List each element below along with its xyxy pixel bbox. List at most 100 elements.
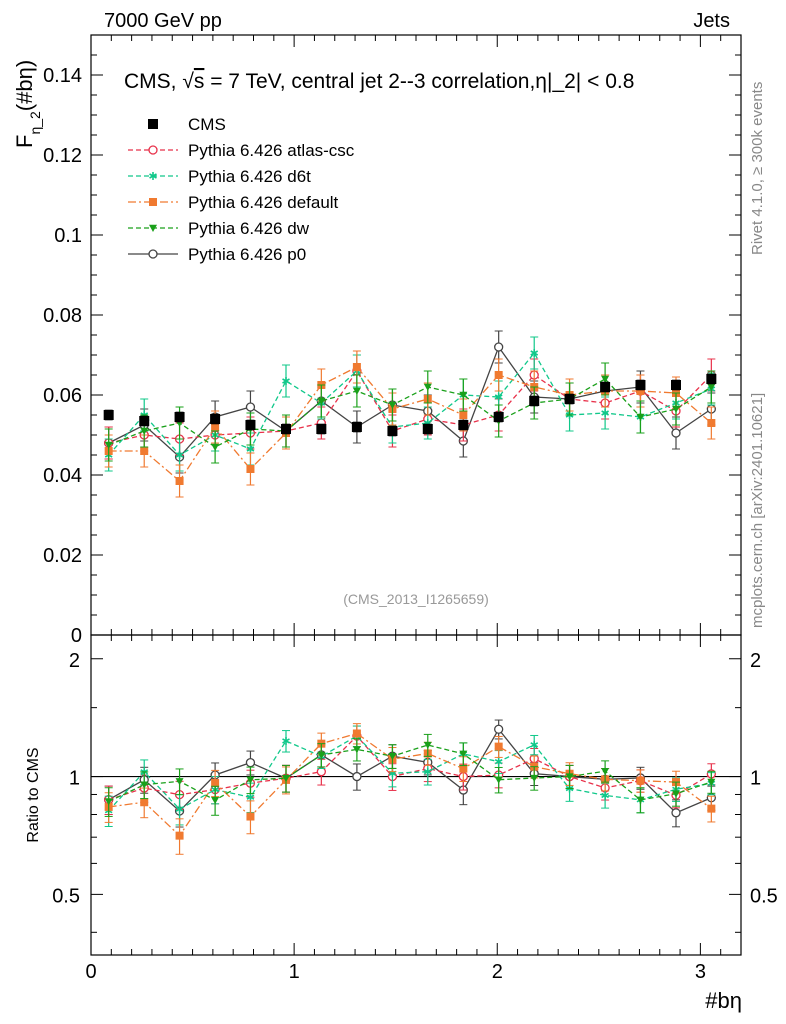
ratio-point (246, 793, 255, 802)
ratio-point (601, 791, 609, 800)
ratio-point (175, 831, 184, 840)
data-point (246, 465, 255, 473)
ratio-tick-label: 2 (69, 650, 80, 672)
series-line-pythia-6-426-atlas-csc (108, 369, 712, 444)
data-point (459, 411, 468, 419)
ratio-point (707, 804, 716, 813)
data-point (281, 424, 291, 434)
data-point (422, 424, 433, 434)
legend-marker (149, 198, 157, 206)
data-point (459, 391, 468, 399)
ratio-point (636, 796, 645, 804)
ratio-point (352, 729, 361, 738)
ratio-point (459, 764, 468, 773)
data-point (175, 477, 184, 485)
y-tick-label: 0.1 (54, 225, 82, 247)
data-point (458, 420, 469, 430)
legend-marker (149, 172, 157, 180)
legend: CMS Pythia 6.426 atlas-csc Pythia 6.426 d6… (128, 115, 355, 264)
ratio-tick-label: 0.5 (52, 885, 80, 907)
data-point (388, 401, 397, 409)
y-tick-label: 0.14 (43, 65, 82, 87)
legend-item-pythia-6-426-p0: Pythia 6.426 p0 (128, 245, 306, 264)
data-point (671, 380, 681, 390)
data-point (140, 447, 149, 455)
legend-item-cms: CMS (148, 115, 226, 134)
data-point (104, 441, 113, 449)
chart-title-sqrt: √ (182, 70, 194, 93)
ratio-point (352, 746, 361, 754)
header-right: Jets (693, 10, 730, 32)
data-point (387, 426, 398, 436)
data-point (351, 422, 362, 432)
data-point (671, 428, 681, 438)
data-point (316, 424, 327, 434)
ratio-point (423, 767, 432, 776)
data-point (494, 371, 503, 379)
legend-marker (148, 145, 158, 155)
data-point (707, 419, 716, 427)
data-point (140, 427, 149, 435)
series-cms (103, 373, 717, 437)
ratio-point (601, 767, 610, 776)
ratio-line-pythia-6-426-dw (108, 744, 712, 803)
data-point (600, 382, 611, 392)
ratio-line-pythia-6-426-d6t (108, 735, 712, 812)
ratio-point (707, 778, 716, 786)
ratio-point (565, 773, 574, 781)
rivet-label: Rivet 4.1.0, ≥ 300k events (749, 82, 766, 255)
ratio-point (175, 805, 184, 814)
data-point (175, 451, 184, 459)
series-line-pythia-6-426-d6t (108, 351, 712, 456)
data-point (103, 410, 114, 420)
y-tick-label: 0 (71, 625, 82, 647)
x-axis-label: #bη (705, 988, 742, 1013)
series-pythia-6-426-p0 (104, 330, 716, 828)
data-point (707, 383, 716, 391)
ratio-point (175, 778, 184, 786)
data-point (706, 374, 717, 384)
ratio-point (388, 752, 397, 761)
data-point (493, 412, 504, 422)
data-point (282, 377, 290, 385)
data-point (636, 413, 645, 421)
header-left: 7000 GeV pp (104, 10, 222, 32)
legend-item-pythia-6-426-default: Pythia 6.426 default (128, 193, 339, 212)
ratio-point (530, 740, 539, 749)
legend-marker (149, 224, 157, 232)
legend-label: Pythia 6.426 default (188, 193, 339, 212)
series-line-pythia-6-426-p0 (108, 345, 712, 458)
data-point (494, 342, 504, 352)
axes: 0 1 2 3 0 0.02 0.04 0.06 0.08 0.1 0.12 0.14 0.5 0.5 1 1… (43, 35, 778, 983)
data-point (139, 416, 150, 426)
data-point (635, 380, 646, 390)
y-tick-label: 0.04 (43, 465, 82, 487)
y-tick-label: 0.06 (43, 385, 82, 407)
ratio-point (140, 781, 149, 789)
legend-label: Pythia 6.426 dw (188, 219, 310, 238)
ratio-tick-label-right: 2 (750, 650, 761, 672)
ratio-tick-label-right: 1 (750, 768, 761, 790)
x-tick-label: 1 (289, 961, 300, 983)
data-point (174, 412, 185, 422)
data-point (530, 349, 539, 357)
ratio-point (246, 776, 255, 784)
ratio-point (530, 774, 539, 783)
data-point (211, 443, 220, 451)
series-pythia-6-426-d6t (104, 336, 716, 827)
svg-text:Fη_2(#bη): Fη_2(#bη) (12, 60, 43, 148)
series-pythia-6-426-dw (104, 362, 716, 817)
x-tick-label: 3 (695, 961, 706, 983)
legend-label: CMS (188, 115, 226, 134)
data-point (423, 383, 432, 391)
legend-label: Pythia 6.426 p0 (188, 245, 306, 264)
ratio-point (282, 736, 290, 745)
ratio-line-pythia-6-426-atlas-csc (108, 735, 712, 801)
data-point (352, 387, 361, 395)
y-axis-label-main: F (12, 135, 37, 148)
data-point (494, 393, 503, 401)
data-point (211, 423, 220, 431)
legend-label: Pythia 6.426 atlas-csc (188, 141, 355, 160)
ratio-point (494, 757, 503, 766)
